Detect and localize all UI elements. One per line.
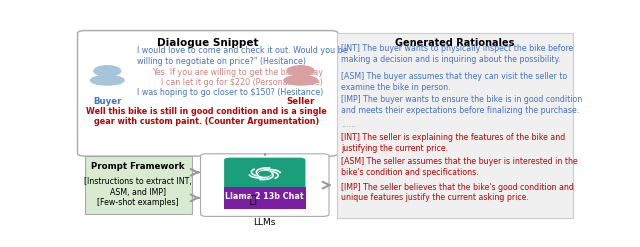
Text: Generated Rationales: Generated Rationales — [395, 38, 515, 48]
Text: Yes. If you are willing to get the bike today
I can let it go for $220 (Personal: Yes. If you are willing to get the bike … — [152, 68, 323, 87]
Text: Well this bike is still in good condition and is a single
gear with custom paint: Well this bike is still in good conditio… — [86, 107, 327, 126]
FancyBboxPatch shape — [200, 154, 329, 216]
Text: [INT] The seller is explaining the features of the bike and
justifying the curre: [INT] The seller is explaining the featu… — [341, 133, 566, 153]
Text: [Instructions to extract INT,
ASM, and IMP]: [Instructions to extract INT, ASM, and I… — [84, 177, 192, 197]
FancyBboxPatch shape — [224, 158, 305, 190]
Text: Seller: Seller — [287, 97, 315, 106]
Text: [ASM] The buyer assumes that they can visit the seller to
examine the bike in pe: [ASM] The buyer assumes that they can vi… — [341, 72, 568, 92]
Text: LLMs: LLMs — [253, 218, 276, 227]
Text: Prompt Framework: Prompt Framework — [92, 162, 185, 171]
Text: [Few-shot examples]: [Few-shot examples] — [97, 198, 179, 207]
Text: ......: ...... — [341, 120, 356, 129]
Circle shape — [94, 66, 121, 76]
Text: Buyer: Buyer — [93, 97, 122, 106]
Text: [IMP] The buyer wants to ensure the bike is in good condition
and meets their ex: [IMP] The buyer wants to ensure the bike… — [341, 95, 582, 115]
Ellipse shape — [284, 76, 317, 85]
Text: Dialogue Snippet: Dialogue Snippet — [157, 38, 259, 48]
Text: Llama 2 13b Chat: Llama 2 13b Chat — [225, 192, 304, 201]
Text: I would love to come and check it out. Would you be
willing to negotiate on pric: I would love to come and check it out. W… — [137, 46, 348, 65]
Circle shape — [259, 171, 271, 176]
FancyBboxPatch shape — [85, 156, 191, 214]
FancyBboxPatch shape — [224, 187, 306, 209]
FancyBboxPatch shape — [77, 31, 338, 156]
FancyBboxPatch shape — [337, 33, 573, 218]
Text: 🦙: 🦙 — [249, 195, 255, 205]
Text: [INT] The buyer wants to physically inspect the bike before
making a decision an: [INT] The buyer wants to physically insp… — [341, 44, 573, 64]
Circle shape — [287, 66, 314, 76]
Text: [IMP] The seller believes that the bike's good condition and
unique features jus: [IMP] The seller believes that the bike'… — [341, 183, 574, 203]
Text: I was hoping to go closer to $150? (Hesitance): I was hoping to go closer to $150? (Hesi… — [137, 88, 323, 97]
Ellipse shape — [90, 76, 124, 85]
Text: [ASM] The seller assumes that the buyer is interested in the
bike's condition an: [ASM] The seller assumes that the buyer … — [341, 157, 578, 177]
